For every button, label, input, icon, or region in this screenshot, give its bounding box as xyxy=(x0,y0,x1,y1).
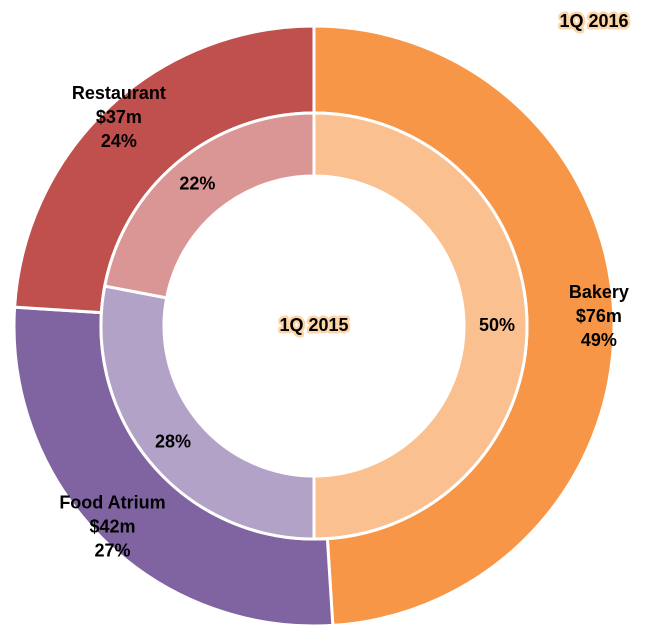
value-label: 22% xyxy=(179,174,215,194)
slice xyxy=(312,111,529,541)
amount-label: $37m xyxy=(96,107,142,127)
amount-label: $76m xyxy=(576,306,622,326)
amount-label: $42m xyxy=(89,516,135,536)
value-label: 50% xyxy=(479,315,515,335)
inner-ring-title: 1Q 2015 xyxy=(279,315,348,335)
value-label: 24% xyxy=(101,131,137,151)
value-label: 27% xyxy=(94,540,130,560)
category-label: Bakery xyxy=(569,282,629,302)
slice xyxy=(103,111,316,300)
value-label: 49% xyxy=(581,330,617,350)
category-label: Restaurant xyxy=(72,83,166,103)
value-label: 28% xyxy=(155,431,191,451)
category-label: Food Atrium xyxy=(59,492,165,512)
outer-ring-title: 1Q 2016 xyxy=(559,11,628,31)
slice xyxy=(99,284,316,541)
